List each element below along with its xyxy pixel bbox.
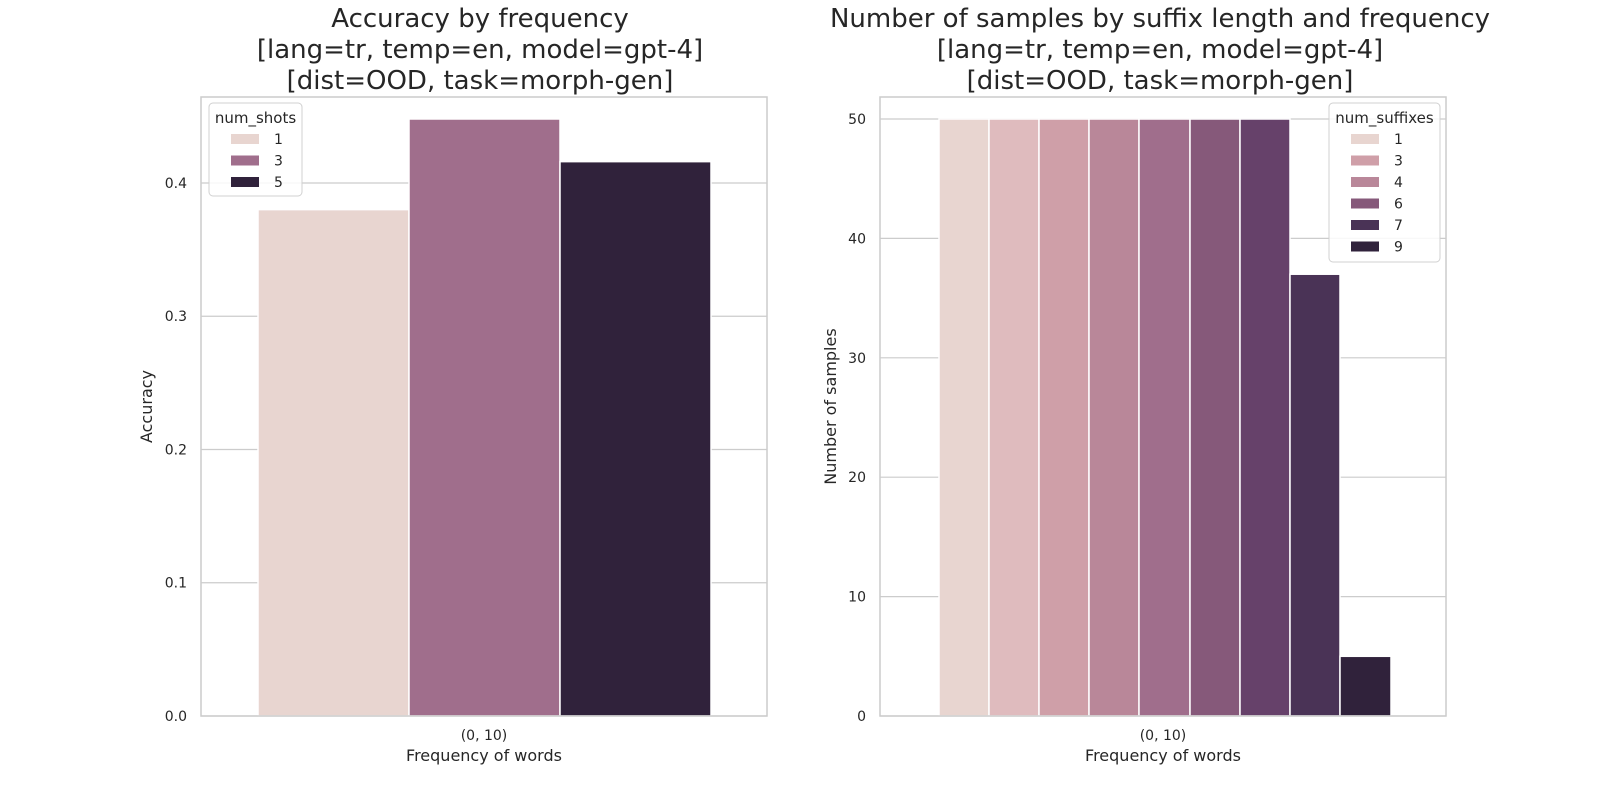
legend: num_shots 1 3 5 [208,102,303,197]
bar-series-8 [1289,273,1341,717]
legend-swatch [1351,220,1379,230]
legend-box [208,102,303,197]
bar-series-5 [1138,118,1191,717]
x-axis-label: Frequency of words [1085,746,1241,765]
bar-series-3 [1038,118,1090,717]
bar-series-9 [1339,655,1392,717]
bar-series-4 [1088,118,1140,717]
bar-series-6 [1189,118,1241,717]
legend-swatch [231,134,259,144]
chart-title-line: [dist=OOD, task=morph-gen] [967,66,1354,96]
bar-series-1 [257,208,410,717]
y-axis-label: Accuracy [137,370,156,443]
bar-series-2 [408,118,561,717]
chart-title-line: Number of samples by suffix length and f… [830,4,1490,34]
y-tick-label: 50 [848,112,866,128]
x-axis-label: Frequency of words [406,746,562,765]
legend-swatch [1351,134,1379,144]
legend-entry-label: 3 [1394,154,1403,170]
y-tick-label: 0.0 [165,709,187,725]
bar-series-1 [938,118,990,717]
legend-entry-label: 7 [1394,218,1403,234]
y-axis-label: Number of samples [821,328,840,484]
legend-entry-label: 9 [1394,240,1403,256]
y-tick-label: 0.4 [165,176,187,192]
chart-title-line: [dist=OOD, task=morph-gen] [287,66,674,96]
legend: num_suffixes 1 3 4 6 7 9 [1328,102,1441,263]
y-tick-label: 20 [848,470,866,486]
legend-swatch [1351,155,1379,166]
legend-entry-label: 4 [1394,175,1403,191]
x-tick-label: (0, 10) [1140,728,1187,744]
bar-series-3 [559,160,712,717]
y-tick-label: 0.2 [165,442,187,458]
legend-title: num_shots [215,109,297,128]
y-tick-label: 0 [857,709,866,725]
chart-2: Number of samples by suffix length and f… [821,4,1490,765]
chart-title-line: [lang=tr, temp=en, model=gpt-4] [937,35,1383,65]
legend-entry-label: 5 [274,175,283,191]
chart-title-line: [lang=tr, temp=en, model=gpt-4] [257,35,703,65]
legend-swatch [1351,177,1379,187]
y-tick-label: 10 [848,590,866,606]
chart-title-line: Accuracy by frequency [331,4,629,34]
legend-swatch [231,177,259,187]
x-tick-label: (0, 10) [461,728,508,744]
y-tick-label: 40 [848,231,866,247]
y-tick-label: 30 [848,351,866,367]
bar-series-2 [988,118,1040,717]
legend-swatch [231,155,259,166]
axes-frame [200,96,768,717]
legend-swatch [1351,241,1379,252]
axes-frame [879,96,1447,717]
legend-entry-label: 6 [1394,197,1403,213]
y-tick-label: 0.3 [165,309,187,325]
legend-title: num_suffixes [1335,109,1434,128]
chart-1: Accuracy by frequency[lang=tr, temp=en, … [137,4,768,765]
y-tick-label: 0.1 [165,576,187,592]
bar-series-7 [1239,118,1291,717]
legend-entry-label: 1 [274,132,283,148]
legend-swatch [1351,198,1379,209]
legend-entry-label: 1 [1394,132,1403,148]
legend-entry-label: 3 [274,154,283,170]
